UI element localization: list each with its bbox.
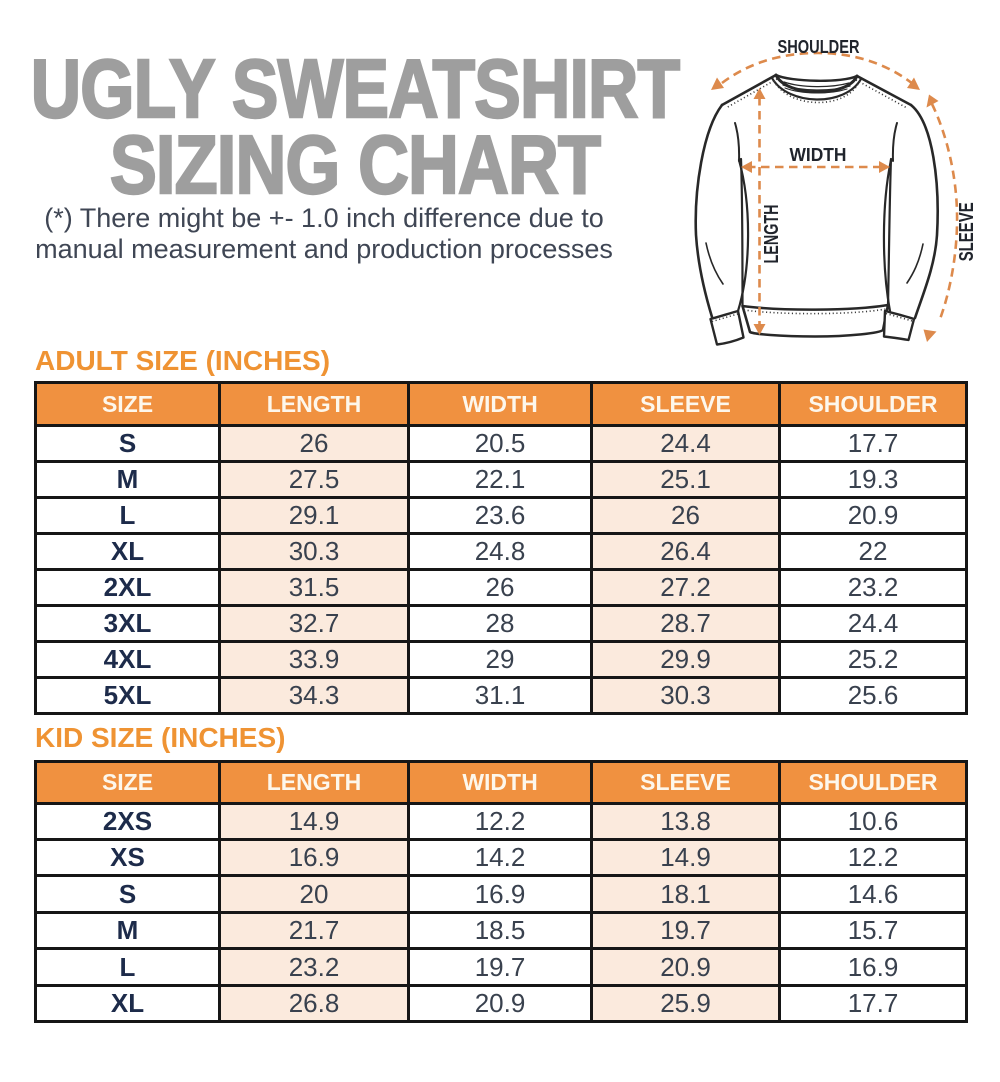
svg-text:LENGTH: LENGTH — [760, 205, 783, 264]
svg-text:SHOULDER: SHOULDER — [778, 37, 860, 57]
svg-text:WIDTH: WIDTH — [790, 145, 847, 165]
svg-text:SLEEVE: SLEEVE — [955, 202, 978, 261]
